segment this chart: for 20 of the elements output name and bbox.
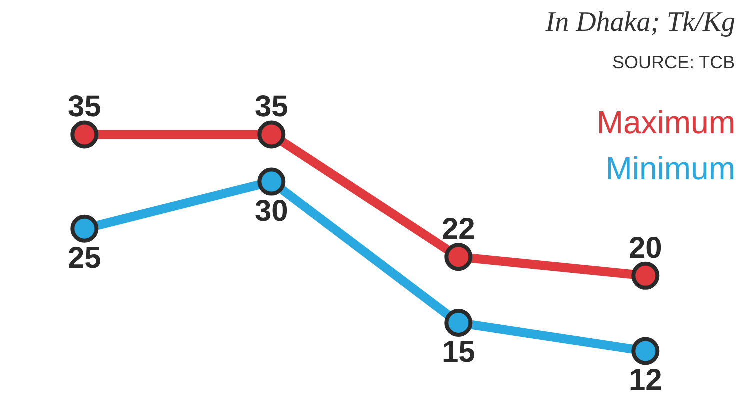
point [632,262,660,290]
text: Minimum [606,150,736,186]
point [632,337,660,366]
data-label: 30 [254,194,288,228]
data-label: 15 [442,336,476,369]
data-label: 12 [628,364,662,398]
data-label: 35 [68,90,102,124]
point [70,120,99,149]
point [444,243,473,272]
data-label: 35 [254,90,288,124]
data-label: 22 [442,213,476,246]
text: Maximum [596,104,736,140]
point [258,168,286,196]
data-label: 20 [628,232,662,265]
data-label: 25 [68,242,102,275]
point [444,309,473,337]
source-note: SOURCE: TCB [612,52,736,72]
text: In Dhaka; Tk/Kg [544,7,736,38]
point [258,120,286,149]
point [70,214,99,243]
